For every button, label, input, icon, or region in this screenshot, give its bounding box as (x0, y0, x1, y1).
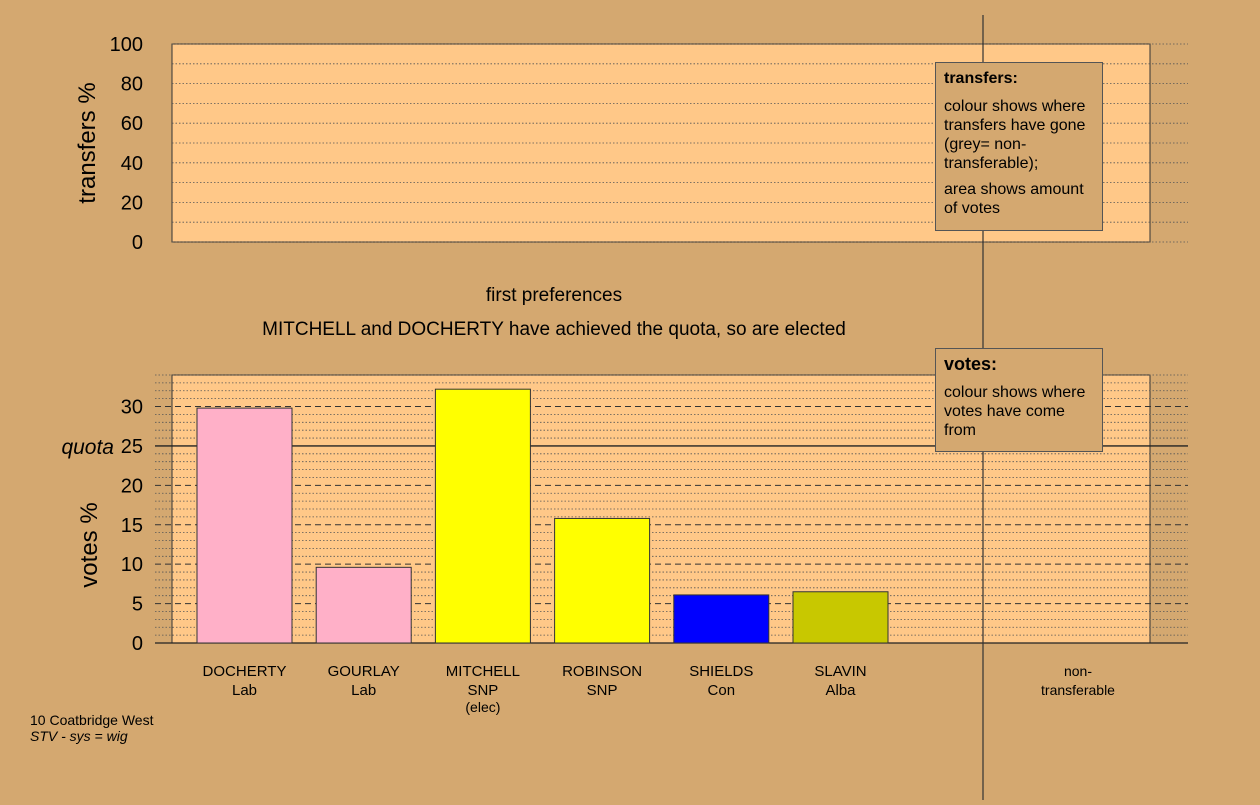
non-transferable-label-line-1: non- (1064, 663, 1092, 679)
votes-y-tick-label: 0 (132, 633, 143, 655)
votes-y-tick-label: 5 (132, 594, 143, 616)
votes-legend-title: votes: (944, 354, 998, 374)
bar-shields (673, 594, 770, 644)
category-party-label: Con (708, 682, 736, 699)
bar-gourlay (315, 566, 412, 644)
bar-robinson (554, 517, 651, 644)
transfers-y-tick-label: 100 (110, 34, 143, 56)
category-name-label: MITCHELL (446, 663, 520, 680)
transfers-y-axis-label: transfers % (74, 82, 101, 203)
category-name-label: SHIELDS (689, 663, 753, 680)
category-name-label: DOCHERTY (203, 663, 287, 680)
category-party-label: SNP (587, 682, 618, 699)
transfers-legend: transfers: colour shows where transfers … (935, 62, 1103, 231)
bar-slavin (792, 591, 889, 644)
category-party-label: Alba (825, 682, 856, 699)
bar-docherty (196, 407, 293, 644)
votes-y-tick-label: 30 (121, 397, 143, 419)
transfers-y-tick-label: 0 (132, 232, 143, 254)
votes-y-tick-label: 20 (121, 475, 143, 497)
chart-title: first preferences (486, 285, 622, 306)
non-transferable-label-line-2: transferable (1041, 682, 1115, 698)
quota-label: quota (61, 436, 114, 459)
transfers-y-tick-label: 60 (121, 113, 143, 135)
votes-legend-line-1: colour shows where votes have come from (944, 384, 1086, 439)
category-name-label: ROBINSON (562, 663, 642, 680)
votes-y-tick-label: 10 (121, 554, 143, 576)
category-name-label: GOURLAY (328, 663, 400, 680)
votes-y-tick-label: 25 (121, 436, 143, 458)
footer: 10 Coatbridge West STV - sys = wig (30, 712, 153, 744)
transfers-legend-line-2: area shows amount of votes (944, 181, 1084, 217)
category-party-label: Lab (351, 682, 376, 699)
ward-label: 10 Coatbridge West (30, 712, 154, 728)
category-name-label: SLAVIN (814, 663, 866, 680)
votes-y-tick-label: 15 (121, 515, 143, 537)
category-note-label: (elec) (465, 699, 500, 715)
transfers-y-tick-label: 20 (121, 192, 143, 214)
category-party-label: SNP (467, 682, 498, 699)
transfers-y-tick-label: 80 (121, 74, 143, 96)
system-label: STV - sys = wig (30, 728, 128, 744)
transfers-y-tick-label: 40 (121, 153, 143, 175)
votes-legend: votes: colour shows where votes have com… (935, 348, 1103, 452)
bar-mitchell (434, 388, 531, 644)
transfers-legend-line-1: colour shows where transfers have gone (… (944, 98, 1086, 172)
chart-subtitle: MITCHELL and DOCHERTY have achieved the … (262, 319, 846, 340)
category-party-label: Lab (232, 682, 257, 699)
votes-y-axis-label: votes % (76, 502, 103, 587)
transfers-legend-title: transfers: (944, 70, 1018, 87)
